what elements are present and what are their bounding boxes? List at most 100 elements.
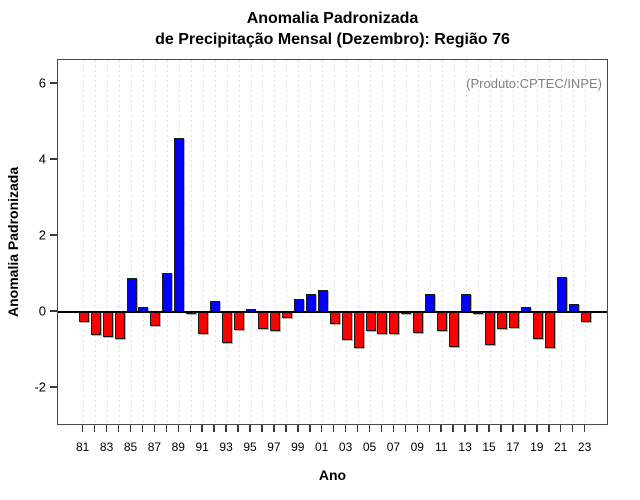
x-tick-83: [105, 425, 108, 432]
x-tick-label-89: 89: [171, 440, 185, 454]
gridline-84: [119, 60, 121, 424]
y-tick-0: [50, 310, 57, 312]
x-tick-85: [129, 425, 132, 432]
x-tick-label-91: 91: [195, 440, 209, 454]
gridline-21: [561, 60, 563, 424]
gridline-10: [429, 60, 431, 424]
x-tick-93: [225, 425, 227, 432]
x-tick-98: [285, 425, 287, 432]
y-tick-label-6: 6: [38, 75, 46, 91]
y-tick-label-4: 4: [38, 151, 46, 167]
x-tick-99: [297, 425, 299, 432]
x-tick-07: [392, 425, 395, 432]
y-tick-2: [50, 234, 57, 236]
bar-16: [496, 312, 507, 329]
x-tick-label-15: 15: [482, 440, 496, 454]
bar-84: [114, 312, 125, 340]
gridline-95: [250, 60, 252, 424]
gridline-15: [489, 60, 491, 424]
gridline-09: [417, 60, 419, 424]
gridline-88: [166, 60, 168, 424]
x-tick-label-17: 17: [506, 440, 520, 454]
gridline-18: [525, 60, 527, 424]
gridline-07: [393, 60, 395, 424]
x-tick-91: [201, 425, 203, 432]
x-tick-12: [452, 425, 454, 432]
x-tick-88: [165, 425, 168, 432]
x-tick-14: [476, 425, 478, 432]
x-tick-label-19: 19: [530, 440, 544, 454]
x-tick-label-01: 01: [315, 440, 329, 454]
bar-13: [461, 293, 472, 312]
bar-10: [425, 294, 436, 312]
x-tick-81: [81, 425, 84, 432]
bar-00: [305, 294, 316, 312]
gridline-02: [334, 60, 336, 424]
gridline-92: [214, 60, 216, 424]
x-tick-18: [524, 425, 526, 432]
gridline-87: [154, 60, 156, 424]
y-tick--2: [50, 386, 57, 388]
bar-06: [377, 312, 388, 335]
gridline-82: [95, 60, 97, 424]
gridline-06: [381, 60, 383, 424]
x-tick-label-87: 87: [147, 440, 162, 454]
gridline-98: [286, 60, 288, 424]
x-tick-label-05: 05: [362, 440, 377, 454]
gridline-05: [370, 60, 371, 424]
x-tick-86: [141, 425, 144, 432]
gridline-20: [549, 60, 551, 424]
bar-23: [580, 312, 591, 322]
x-tick-89: [177, 425, 180, 432]
gridline-93: [226, 60, 228, 424]
x-tick-03: [344, 425, 347, 432]
bar-82: [90, 312, 101, 335]
x-tick-95: [249, 425, 251, 432]
gridline-11: [441, 60, 443, 424]
bar-17: [508, 312, 519, 328]
y-tick-4: [50, 158, 57, 160]
bar-88: [162, 273, 173, 312]
x-tick-16: [500, 425, 502, 432]
gridline-96: [262, 60, 264, 424]
x-tick-20: [548, 425, 550, 432]
y-tick-6: [50, 82, 57, 84]
x-tick-11: [440, 425, 442, 432]
gridline-91: [202, 60, 204, 424]
bar-94: [234, 312, 245, 331]
x-tick-92: [213, 425, 215, 432]
x-tick-label-83: 83: [99, 440, 114, 454]
x-tick-label-11: 11: [434, 440, 448, 454]
gridline-17: [513, 60, 515, 424]
x-tick-17: [512, 425, 514, 432]
x-tick-label-21: 21: [554, 440, 568, 454]
x-tick-15: [488, 425, 490, 432]
gridline-23: [585, 60, 587, 424]
plot-area: (Produto:CPTEC/INPE): [57, 59, 608, 425]
x-tick-08: [404, 425, 407, 432]
x-tick-87: [153, 425, 156, 432]
x-tick-82: [93, 425, 96, 432]
bar-15: [485, 312, 495, 345]
bar-97: [269, 312, 280, 332]
x-tick-label-07: 07: [386, 440, 401, 454]
gridline-16: [501, 60, 503, 424]
bar-03: [341, 312, 352, 340]
x-tick-label-95: 95: [243, 440, 257, 454]
y-tick-label--2: -2: [34, 379, 46, 395]
chart-title: Anomalia Padronizada de Precipitação Men…: [57, 8, 608, 50]
bar-11: [437, 312, 448, 331]
gridline-01: [322, 60, 324, 424]
chart-title-line1: Anomalia Padronizada: [246, 10, 419, 27]
bar-91: [198, 312, 209, 335]
gridline-14: [477, 60, 479, 424]
bar-21: [556, 276, 567, 312]
bar-19: [532, 312, 543, 339]
bar-04: [353, 312, 364, 349]
x-tick-label-85: 85: [123, 440, 138, 454]
x-tick-04: [356, 425, 359, 432]
bar-05: [365, 312, 376, 331]
x-tick-label-81: 81: [76, 440, 90, 454]
gridline-08: [405, 60, 407, 424]
x-tick-94: [237, 425, 239, 432]
